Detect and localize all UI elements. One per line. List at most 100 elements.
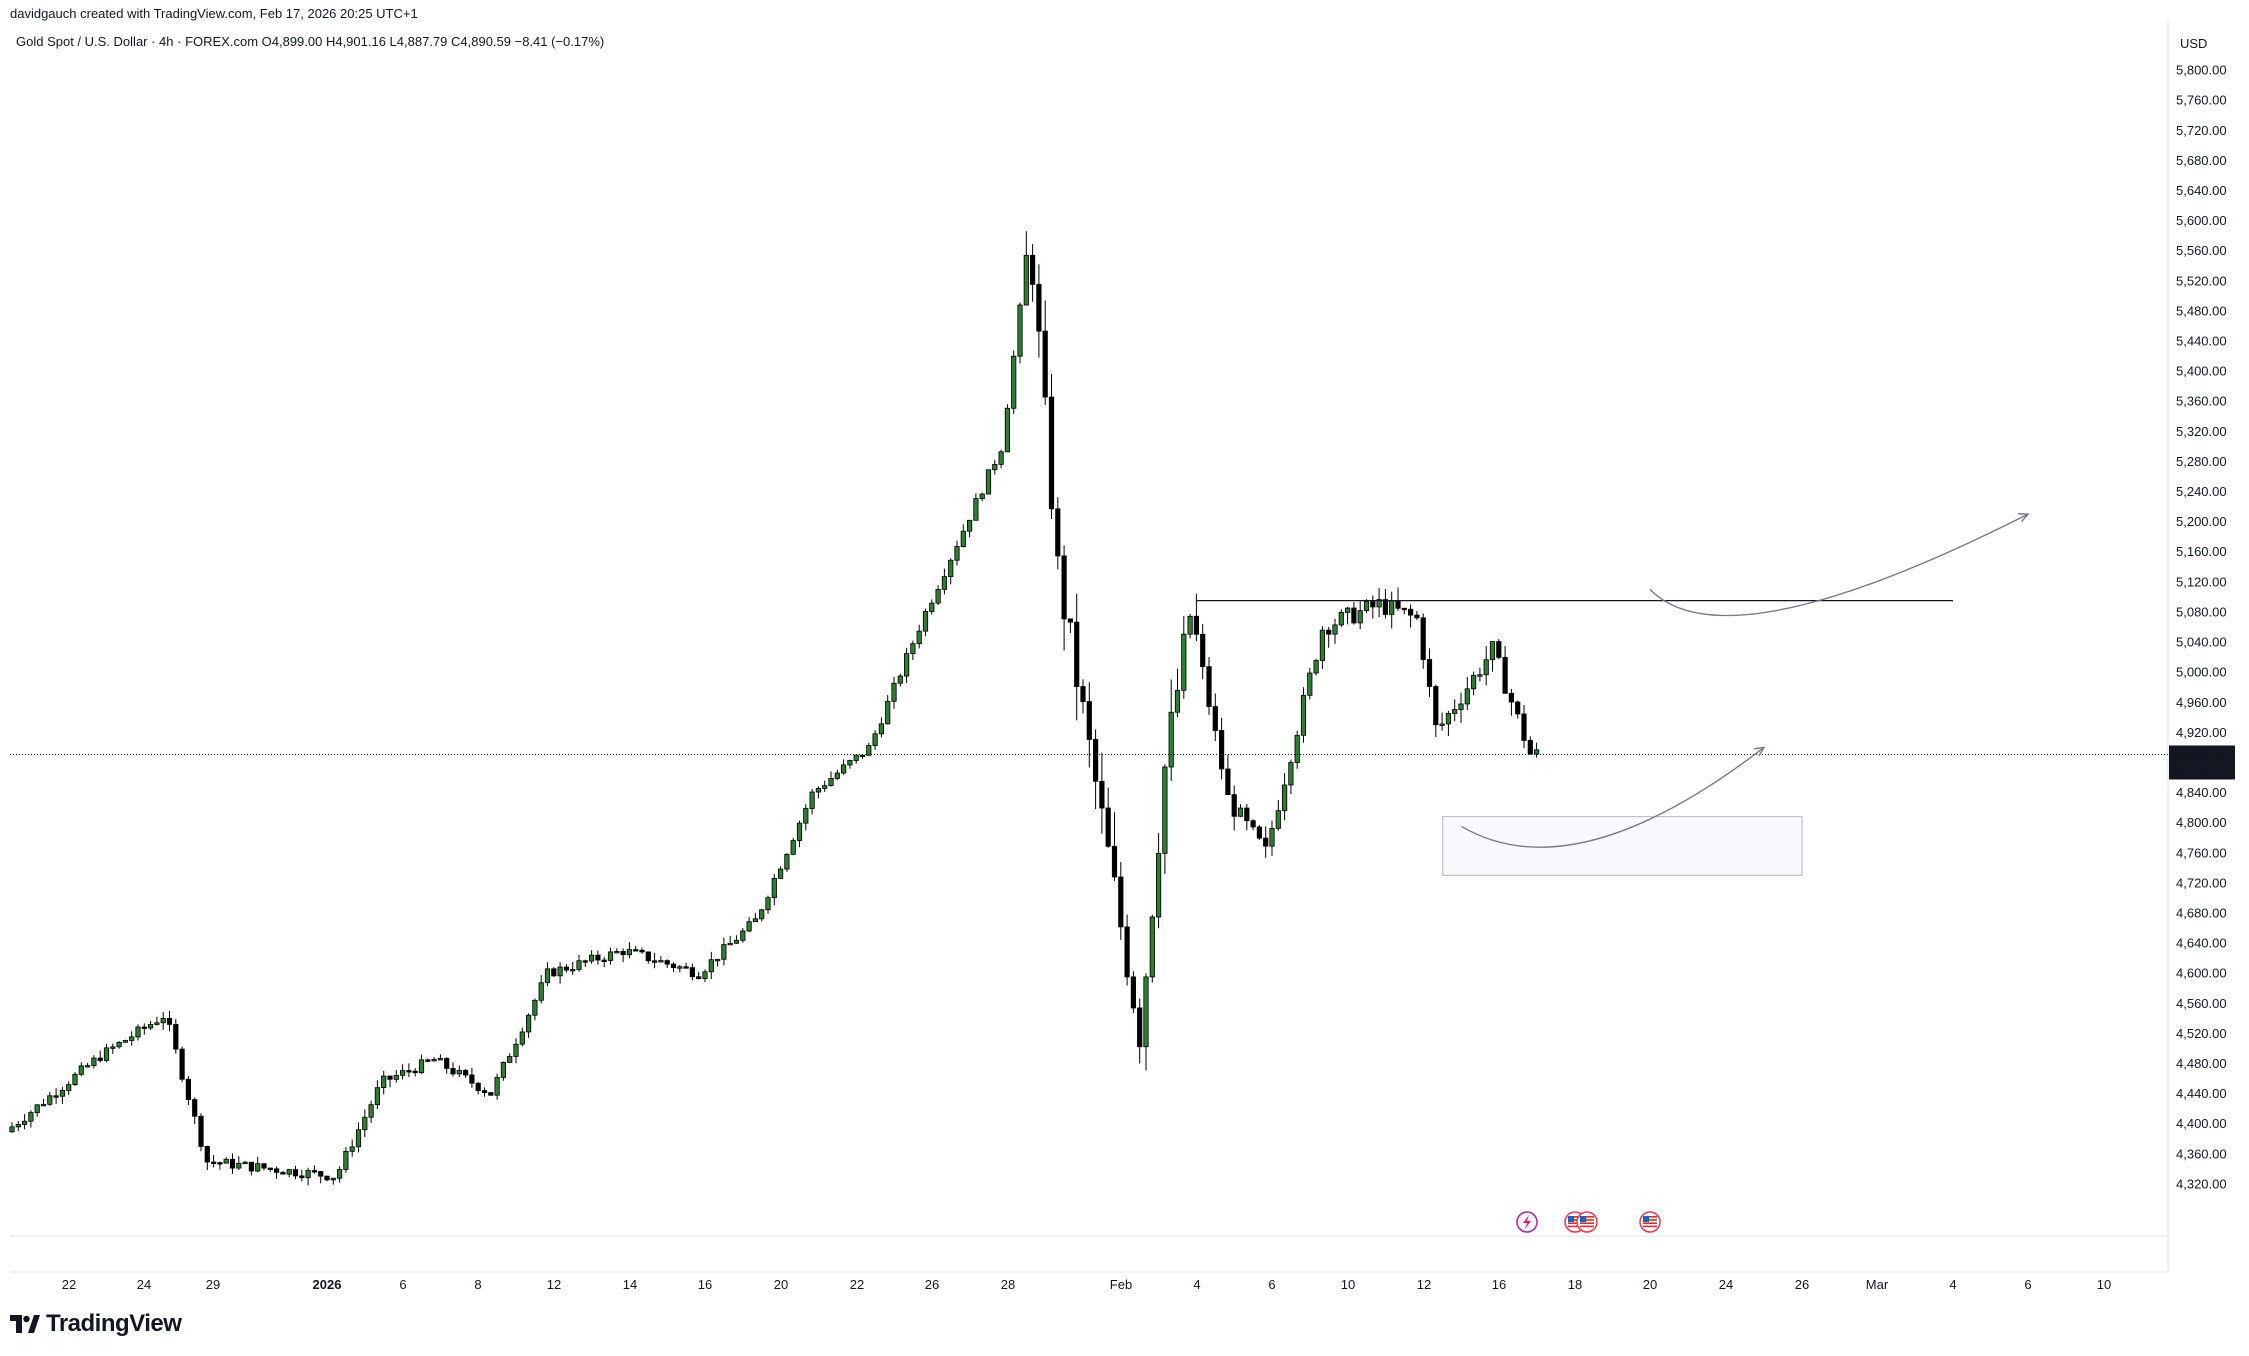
candle [1408,604,1414,628]
candle [1313,658,1319,676]
candle [72,1072,78,1087]
time-tick-label: 22 [62,1277,76,1292]
candle-body [1351,607,1357,624]
candle-body [1130,976,1136,1009]
candle [790,837,796,856]
price-tick-label: 5,320.00 [2176,424,2227,439]
candle-body [1105,807,1111,847]
price-axis[interactable]: USD 5,800.00 5,760.00 5,720.00 5,680.00 5,640… [2169,36,2235,1191]
time-tick-label: 29 [206,1277,220,1292]
candle [267,1167,273,1172]
candle-body [985,469,992,495]
candle [431,1056,437,1062]
candle-body [1426,659,1433,687]
flag-stripe [1568,1216,1582,1218]
time-axis[interactable]: 22 24 29 2026 6 8 12 14 16 20 22 26 28 Feb 4 6 10 12 16 18 2… [62,1277,2111,1292]
price-tick-label: 5,560.00 [2176,243,2227,258]
candle [1067,618,1073,634]
candle-body [154,1022,160,1025]
chart-credit: davidgauch created with TradingView.com,… [10,6,418,21]
candle [702,969,708,983]
candle [1030,244,1036,302]
candle-body [733,939,740,944]
candle-body [916,630,922,645]
candle-body [765,897,771,911]
candle-body [551,968,557,977]
price-tick-label: 4,960.00 [2176,695,2227,710]
candle-body [173,1023,179,1050]
candle-body [9,1126,15,1133]
candle [645,951,651,964]
time-tick-label: 22 [850,1277,864,1292]
time-tick-label: 26 [1795,1277,1809,1292]
candle [683,962,689,969]
annotations-layer [10,513,2168,876]
time-tick-label: 24 [1719,1277,1733,1292]
candle-body [1332,624,1338,635]
candle-body [935,588,941,604]
candle [796,820,803,848]
candle-body [891,682,897,702]
price-tick-label: 4,480.00 [2176,1056,2227,1071]
candle-body [677,966,683,969]
candle [381,1070,387,1095]
candle-body [267,1167,273,1170]
candle-body [670,963,677,969]
candle [261,1163,267,1171]
candle [85,1062,91,1068]
candle [1162,764,1168,875]
candle-body [752,918,759,923]
candle [229,1153,236,1174]
candle [1376,588,1382,617]
candle-body [1168,711,1174,768]
projection-arrowhead [1753,746,1766,757]
us-flag-icon[interactable] [1639,1211,1661,1233]
candle [173,1019,179,1054]
candle-body [834,772,840,779]
candle-body [1395,600,1401,609]
candle [532,998,538,1021]
candle-body [387,1075,393,1080]
price-tick-label: 5,080.00 [2176,604,2227,619]
candle [462,1068,469,1078]
candle-body [28,1112,34,1122]
candle-body [1496,641,1502,658]
candle-body [740,930,746,941]
candle-body [160,1017,166,1024]
flag-stripe [1568,1225,1582,1228]
candle-body [475,1082,481,1091]
candle [406,1063,412,1078]
symbol-legend[interactable]: Gold Spot / U.S. Dollar · 4h · FOREX.com… [16,34,605,49]
currency-label: USD [2180,36,2207,51]
candle [387,1075,393,1088]
candle [1420,613,1426,669]
candle [1055,497,1061,570]
candle [1137,998,1143,1064]
candle-body [1414,614,1420,619]
candle [626,942,633,959]
candle-body [544,968,551,984]
candle [1477,667,1483,682]
candle [456,1065,462,1078]
candle [885,695,891,725]
last-price-label: 4,890.59 [2176,747,2227,762]
candle [28,1110,34,1128]
candle [475,1081,481,1095]
candle-body [355,1129,362,1148]
candle [292,1165,299,1180]
candle [1093,729,1099,810]
candle-body [1244,807,1250,822]
candle [513,1038,519,1064]
candle-body [998,451,1004,465]
candle-body [78,1065,84,1075]
us-flag-icon[interactable] [1576,1211,1598,1233]
candle [1326,626,1332,648]
candle [425,1058,431,1063]
candle-body [1471,674,1477,690]
candle [1250,819,1256,831]
candle [1149,914,1155,983]
lightning-icon[interactable] [1516,1211,1538,1233]
price-tick-label: 5,440.00 [2176,334,2227,349]
candle [210,1154,217,1168]
